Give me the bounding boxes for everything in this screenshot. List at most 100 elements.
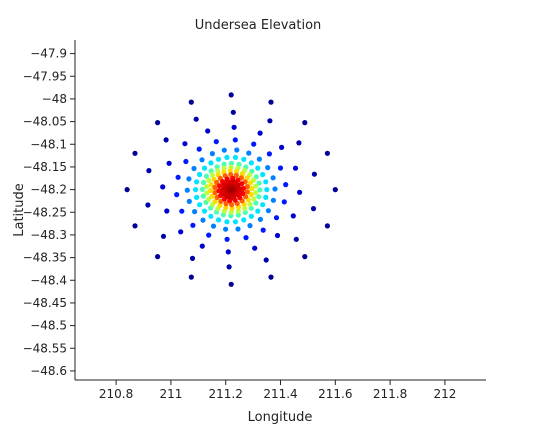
data-point: [200, 193, 206, 199]
data-point: [188, 274, 194, 280]
data-point: [201, 208, 208, 214]
data-point: [242, 209, 248, 215]
data-point: [210, 223, 217, 229]
data-point: [203, 173, 209, 179]
data-point: [192, 209, 198, 215]
data-point: [292, 165, 299, 171]
data-point: [277, 165, 284, 171]
data-point: [242, 205, 248, 211]
data-point: [221, 161, 227, 167]
data-point: [201, 165, 208, 171]
data-point: [239, 181, 245, 187]
data-point: [213, 139, 219, 145]
data-point: [182, 141, 188, 147]
x-axis-label: Longitude: [248, 410, 313, 425]
y-tick-label: −47.9: [30, 47, 67, 61]
y-tick-label: −48.55: [23, 341, 67, 355]
data-point: [244, 184, 250, 190]
data-point: [188, 99, 194, 105]
data-point: [283, 182, 289, 188]
data-point: [253, 200, 259, 206]
data-point: [234, 147, 240, 153]
data-point: [145, 202, 151, 208]
data-point: [212, 184, 218, 190]
data-point: [266, 151, 272, 157]
data-point: [324, 150, 330, 156]
data-points: [124, 92, 338, 287]
data-point: [217, 202, 223, 208]
data-point: [223, 226, 229, 232]
y-tick-label: −48.35: [23, 251, 67, 265]
data-point: [208, 160, 214, 166]
data-point: [256, 156, 262, 162]
x-tick-label: 210.8: [99, 387, 133, 401]
data-point: [252, 245, 258, 251]
data-point: [178, 229, 184, 235]
x-tick-label: 211.6: [318, 387, 352, 401]
data-point: [212, 198, 218, 204]
y-tick-label: −48.25: [23, 205, 67, 219]
data-point: [208, 187, 214, 194]
data-point: [244, 189, 250, 195]
data-point: [264, 187, 270, 193]
data-point: [196, 146, 202, 152]
data-point: [253, 183, 259, 189]
data-point: [237, 190, 243, 196]
data-point: [256, 180, 262, 186]
data-point: [260, 227, 266, 233]
data-point: [332, 187, 338, 193]
x-tick-label: 211.2: [209, 387, 243, 401]
data-point: [166, 160, 172, 166]
data-point: [270, 197, 276, 203]
data-point: [263, 179, 269, 185]
data-point: [241, 156, 247, 162]
data-point: [228, 160, 235, 166]
data-point: [255, 208, 261, 214]
data-point: [197, 171, 203, 178]
data-point: [223, 192, 229, 198]
data-point: [235, 226, 241, 232]
data-point: [302, 120, 308, 126]
data-point: [260, 202, 266, 208]
data-point: [272, 186, 278, 192]
data-point: [239, 171, 245, 177]
data-point: [163, 137, 169, 143]
data-point: [200, 217, 206, 223]
data-point: [184, 187, 190, 193]
data-point: [124, 187, 130, 193]
data-point: [221, 182, 227, 188]
data-point: [265, 165, 271, 171]
data-point: [204, 184, 210, 190]
data-point: [244, 175, 250, 181]
chart-title: Undersea Elevation: [195, 18, 322, 33]
data-point: [273, 215, 280, 221]
y-tick-label: −48: [42, 92, 67, 106]
data-point: [160, 184, 166, 190]
data-point: [199, 157, 205, 163]
data-point: [224, 179, 231, 185]
y-tick-label: −48.3: [30, 228, 67, 242]
data-point: [224, 219, 230, 225]
data-point: [247, 201, 253, 207]
data-point: [248, 191, 254, 198]
data-point: [251, 196, 257, 202]
data-point: [199, 243, 205, 249]
data-point: [235, 212, 241, 218]
data-point: [197, 202, 203, 208]
data-point: [164, 208, 170, 214]
data-point: [208, 213, 214, 219]
data-point: [230, 194, 236, 200]
data-point: [132, 223, 138, 229]
data-point: [265, 208, 271, 214]
data-point: [247, 223, 253, 229]
data-point: [293, 236, 299, 242]
data-point: [206, 232, 212, 238]
data-point: [190, 222, 196, 228]
data-point: [229, 202, 235, 208]
y-tick-label: −48.45: [23, 296, 67, 310]
data-point: [270, 175, 276, 181]
data-point: [243, 235, 249, 241]
data-point: [255, 165, 261, 171]
data-point: [209, 172, 215, 178]
data-point: [297, 189, 303, 195]
